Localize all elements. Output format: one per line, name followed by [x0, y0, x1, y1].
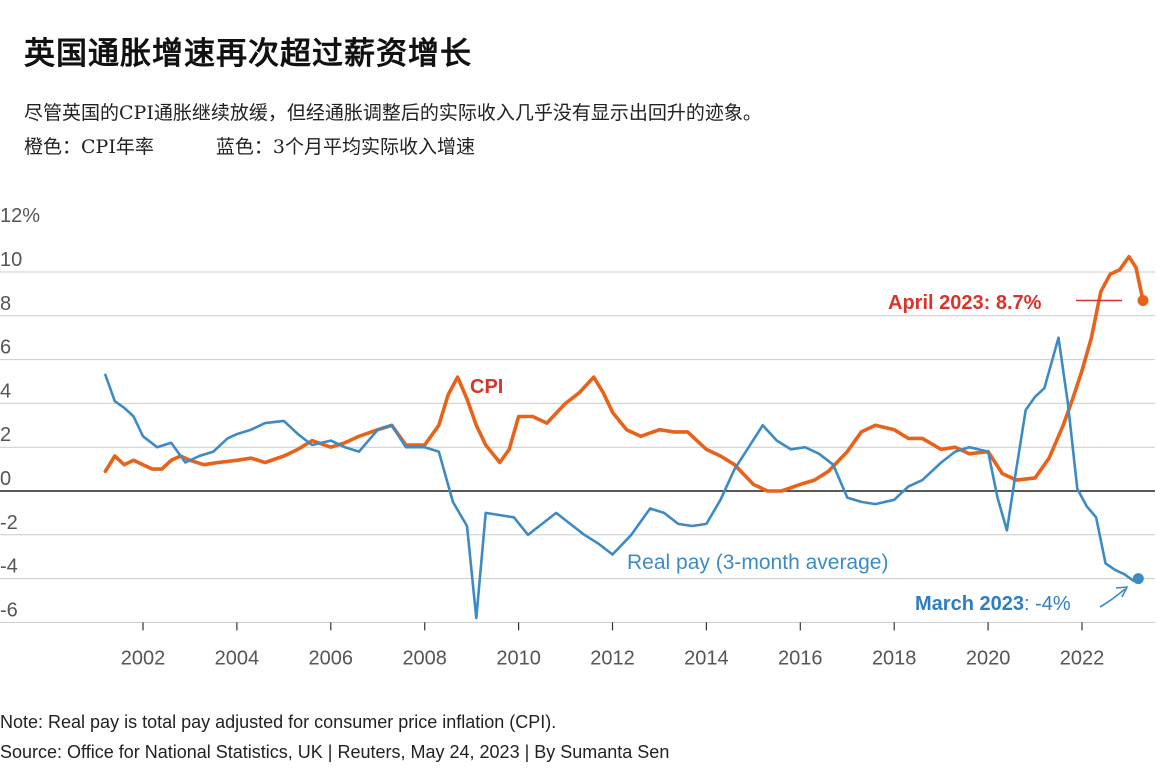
annotations: CPI Real pay (3-month average) April 2023:…	[470, 292, 1129, 615]
y-tick-labels: 12% 10 8 6 4 2 0 -2 -4 -6	[0, 205, 40, 621]
cpi-end-point	[1137, 294, 1149, 306]
x-tick-label: 2016	[778, 647, 823, 669]
x-tick-label: 2004	[215, 647, 260, 669]
x-tick-label: 2002	[121, 647, 166, 669]
line-chart: 12% 10 8 6 4 2 0 -2 -4 -6 2002 2004 2006 2008 2010 201…	[0, 205, 1155, 669]
x-ticks: 2002 2004 2006 2008 2010 2012 2014 2016 2018 2020…	[121, 622, 1105, 669]
real-pay-series-label: Real pay (3-month average)	[627, 551, 888, 574]
x-tick-label: 2006	[309, 647, 354, 669]
y-tick-label: 4	[0, 380, 11, 402]
y-tick-label: 10	[0, 249, 22, 271]
x-tick-label: 2014	[684, 647, 729, 669]
cpi-series-line	[103, 254, 1145, 493]
real-pay-end-point	[1132, 573, 1144, 585]
y-tick-label: 0	[0, 468, 11, 490]
real-pay-series-line	[104, 336, 1140, 620]
legend-orange-text: 橙色：CPI年率	[24, 136, 154, 158]
x-tick-label: 2018	[872, 647, 917, 669]
x-tick-label: 2008	[402, 647, 447, 669]
x-tick-label: 2020	[966, 647, 1011, 669]
x-tick-label: 2022	[1060, 647, 1105, 669]
x-tick-label: 2010	[496, 647, 541, 669]
real-pay-callout-arrow	[1099, 588, 1126, 608]
source-text: Source: Office for National Statistics, …	[0, 742, 670, 762]
real-pay-latest-callout: March 2023: -4%	[915, 593, 1071, 615]
y-tick-label: -6	[0, 599, 18, 621]
y-tick-label: 2	[0, 424, 11, 446]
x-tick-label: 2012	[590, 647, 635, 669]
legend-blue-text: 蓝色：3个月平均实际收入增速	[215, 136, 475, 158]
chart-subtitle: 尽管英国的CPI通胀继续放缓，但经通胀调整后的实际收入几乎没有显示出回升的迹象。	[24, 102, 762, 124]
y-tick-label: 6	[0, 337, 11, 359]
cpi-latest-callout: April 2023: 8.7%	[888, 292, 1042, 314]
y-tick-label: 8	[0, 293, 11, 315]
note-text: Note: Real pay is total pay adjusted for…	[0, 712, 557, 732]
y-tick-label: 12%	[0, 205, 40, 227]
color-legend: 橙色：CPI年率 蓝色：3个月平均实际收入增速	[24, 132, 475, 159]
y-tick-label: -4	[0, 556, 18, 578]
arrow-head-icon	[1115, 586, 1129, 598]
cpi-series-label: CPI	[470, 376, 503, 398]
series-lines	[103, 254, 1149, 620]
y-tick-label: -2	[0, 512, 18, 534]
chart-title: 英国通胀增速再次超过薪资增长	[24, 36, 472, 72]
grid-lines	[0, 271, 1155, 623]
